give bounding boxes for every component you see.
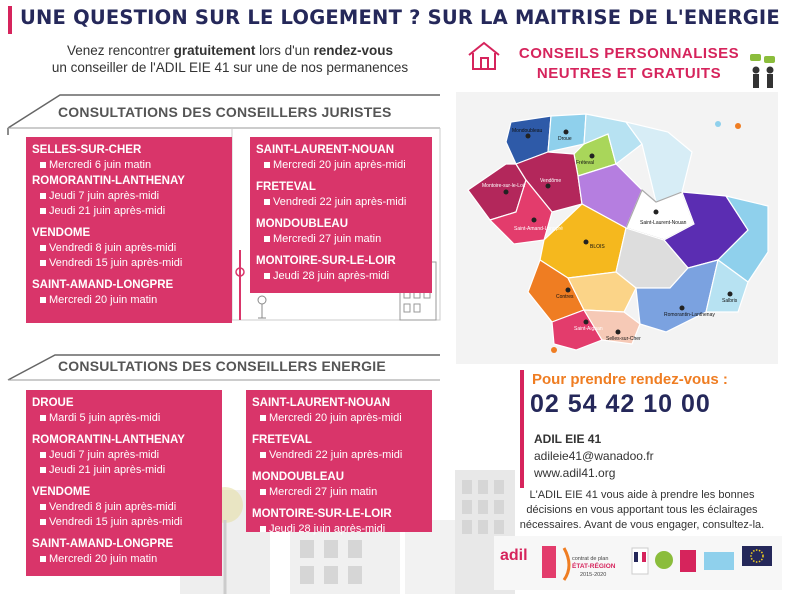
house-icon [468,41,500,70]
intro-pre: Venez rencontrer [67,43,174,58]
slot-label: Jeudi 28 juin après-midi [256,269,426,284]
contact-org: ADIL EIE 41 [534,432,602,446]
contact-phone[interactable]: 02 54 42 10 00 [530,390,711,418]
map-label-selles: Selles-sur-Cher [606,336,641,342]
juristes-card-right: SAINT-LAURENT-NOUAN Mercredi 20 juin apr… [250,137,432,293]
contact-title: Pour prendre rendez-vous : [532,371,728,388]
map-svg: Mondoubleau Droue Fréteval Montoire-sur-… [467,113,769,353]
intro-bold-free: gratuitement [173,43,256,58]
city-label: MONDOUBLEAU [252,471,344,483]
conseils-tagline: CONSEILS PERSONNALISES NEUTRES ET GRATUI… [518,44,740,84]
slot-label: Jeudi 21 juin après-midi [32,204,226,219]
city-label: MONDOUBLEAU [256,218,348,230]
region-years: 2015-2020 [580,572,606,578]
contact-website-link[interactable]: www.adil41.org [534,466,616,480]
city-label: ROMORANTIN-LANTHENAY [32,434,185,446]
energie-card-right: SAINT-LAURENT-NOUAN Mercredi 20 juin apr… [246,390,432,535]
page-title: UNE QUESTION SUR LE LOGEMENT ? SUR LA MA… [20,6,785,29]
slot-label: Mercredi 20 juin matin [32,293,226,308]
intro-mid: lors d'un [255,43,314,58]
city-label: FRETEVAL [252,434,312,446]
map-label-blois: BLOIS [590,244,605,250]
map-label-montoire: Montoire-sur-le-Loir [482,183,526,189]
slot-label: Jeudi 7 juin après-midi [32,189,226,204]
slot-label: Jeudi 7 juin après-midi [32,448,216,463]
intro-text: Venez rencontrer gratuitement lors d'un … [20,42,440,76]
energie-card-left: DROUE Mardi 5 juin après-midi ROMORANTIN… [26,390,222,576]
city-label: FRETEVAL [256,181,316,193]
region-line1: contrat de plan [572,556,608,562]
city-label: DROUE [32,397,74,409]
city-label: SAINT-AMAND-LONGPRE [32,538,174,550]
slot-label: Vendredi 8 juin après-midi [32,500,216,515]
city-label: MONTOIRE-SUR-LE-LOIR [256,255,396,267]
intro-line2: un conseiller de l'ADIL EIE 41 sur une d… [51,60,409,75]
department-map: Mondoubleau Droue Fréteval Montoire-sur-… [456,92,778,364]
slot-label: Vendredi 15 juin après-midi [32,515,216,530]
region-line2: ÉTAT-RÉGION [572,561,616,570]
juristes-card-left: SELLES-SUR-CHER Mercredi 6 juin matin RO… [26,137,232,323]
map-label-vendome: Vendôme [540,178,561,184]
map-label-saint-amand: Saint-Amand-Longpré [514,226,563,232]
slot-label: Vendredi 8 juin après-midi [32,241,226,256]
slot-label: Vendredi 22 juin après-midi [256,195,426,210]
region-cour-cheverny [567,271,637,313]
city-label: MONTOIRE-SUR-LE-LOIR [252,508,392,520]
conseils-line2: NEUTRES ET GRATUITS [536,65,722,82]
adil-logo-text: adil [500,547,528,564]
city-label: SELLES-SUR-CHER [32,144,142,156]
slot-label: Mercredi 27 juin matin [256,232,426,247]
contact-description: L'ADIL EIE 41 vous aide à prendre les bo… [519,489,765,531]
map-label-mondoubleau: Mondoubleau [512,128,543,134]
eu-flag-icon [742,546,772,566]
slot-label: Vendredi 22 juin après-midi [252,448,426,463]
slot-label: Vendredi 15 juin après-midi [32,256,226,271]
slot-label: Jeudi 28 juin après-midi [252,522,426,537]
contact-accent-bar [520,370,524,488]
map-label-freteval: Fréteval [576,160,594,166]
map-label-droue: Droue [558,136,572,142]
city-label: SAINT-LAURENT-NOUAN [256,144,394,156]
city-label: VENDOME [32,486,91,498]
slot-label: Mercredi 20 juin après-midi [252,411,426,426]
juristes-section-title: CONSULTATIONS DES CONSEILLERS JURISTES [58,104,392,120]
city-label: VENDOME [32,227,91,239]
map-label-salbris: Salbris [722,298,738,304]
map-label-saint-laurent: Saint-Laurent-Nouan [640,220,687,226]
city-label: ROMORANTIN-LANTHENAY [32,175,185,187]
info-energie-logo [542,546,556,578]
department-logo [655,551,673,569]
slot-label: Jeudi 21 juin après-midi [32,463,216,478]
slot-label: Mardi 5 juin après-midi [32,411,216,426]
region-swoosh-icon [562,547,571,581]
conseils-line1: CONSEILS PERSONNALISES [518,45,740,62]
slot-label: Mercredi 20 juin après-midi [256,158,426,173]
map-label-contres: Contres [556,294,574,300]
anah-logo [680,550,696,572]
map-label-saint-aignan: Saint-Aignan [574,326,603,332]
espace-info-logo [704,552,734,570]
title-accent-bar [8,6,12,34]
energie-section-title: CONSULTATIONS DES CONSEILLERS ENERGIE [58,358,386,374]
people-talking-icon [750,54,775,88]
city-label: SAINT-AMAND-LONGPRE [32,279,174,291]
city-label: SAINT-LAURENT-NOUAN [252,397,390,409]
intro-bold-meeting: rendez-vous [313,43,393,58]
region-saint-amand [488,178,553,245]
slot-label: Mercredi 6 juin matin [32,158,226,173]
contact-email-link[interactable]: adileie41@wanadoo.fr [534,449,654,463]
region-selles [582,309,641,345]
slot-label: Mercredi 20 juin matin [32,552,216,567]
map-label-romorantin: Romorantin-Lanthenay [664,312,715,318]
region-salbris [705,258,749,313]
slot-label: Mercredi 27 juin matin [252,485,426,500]
partner-logos: adil contrat de plan ÉTAT-RÉGION 2015-20… [494,536,782,590]
